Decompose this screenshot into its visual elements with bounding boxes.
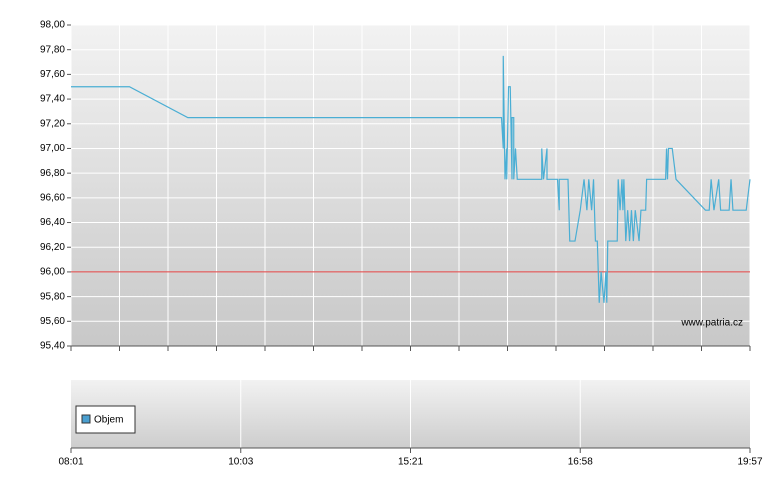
y-tick-label: 96,20 — [40, 242, 65, 253]
legend-swatch — [81, 414, 91, 424]
y-tick-label: 97,60 — [40, 69, 65, 80]
y-tick-label: 96,60 — [40, 192, 65, 203]
x-tick-label: 10:03 — [228, 457, 253, 468]
watermark: www.patria.cz — [680, 318, 743, 329]
price-line — [71, 55, 751, 303]
x-tick-label: 16:58 — [568, 457, 593, 468]
legend-label: Objem — [94, 415, 123, 426]
x-tick-label: 19:57 — [737, 457, 762, 468]
x-tick-label: 15:21 — [398, 457, 423, 468]
x-tick-label: 08:01 — [58, 457, 83, 468]
y-tick-label: 95,60 — [40, 316, 65, 327]
y-tick-label: 97,80 — [40, 44, 65, 55]
y-tick-label: 98,00 — [40, 20, 65, 31]
y-tick-label: 96,40 — [40, 217, 65, 228]
y-tick-label: 95,80 — [40, 291, 65, 302]
y-tick-label: 97,20 — [40, 118, 65, 129]
y-tick-label: 96,80 — [40, 168, 65, 179]
y-tick-label: 95,40 — [40, 341, 65, 352]
y-tick-label: 97,40 — [40, 94, 65, 105]
y-tick-label: 96,00 — [40, 267, 65, 278]
y-tick-label: 97,00 — [40, 143, 65, 154]
